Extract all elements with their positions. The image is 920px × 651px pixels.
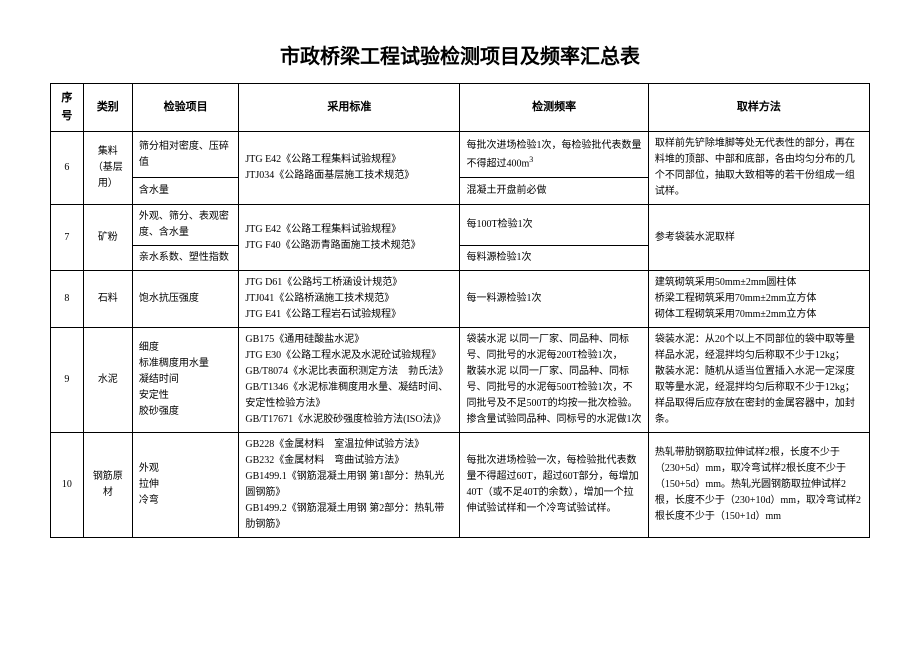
cell-method: 参考袋装水泥取样 [648, 205, 869, 271]
cell-frequency: 每批次进场检验1次，每检验批代表数量不得超过400m3 [460, 132, 648, 178]
header-seq: 序号 [51, 84, 84, 132]
cell-seq: 10 [51, 433, 84, 538]
header-item: 检验项目 [132, 84, 238, 132]
cell-category: 集料（基层用） [83, 132, 132, 205]
table-row: 9 水泥 细度标准稠度用水量凝结时间安定性胶砂强度 GB175《通用硅酸盐水泥》… [51, 328, 870, 433]
table-row: 8 石料 饱水抗压强度 JTG D61《公路圬工桥涵设计规范》JTJ041《公路… [51, 271, 870, 328]
cell-method: 取样前先铲除堆脚等处无代表性的部分，再在料堆的顶部、中部和底部，各由均匀分布的几… [648, 132, 869, 205]
cell-seq: 6 [51, 132, 84, 205]
cell-method: 袋装水泥：从20个以上不同部位的袋中取等量样品水泥，经混拌均匀后称取不少于12k… [648, 328, 869, 433]
table-header-row: 序号 类别 检验项目 采用标准 检测频率 取样方法 [51, 84, 870, 132]
cell-category: 石料 [83, 271, 132, 328]
header-frequency: 检测频率 [460, 84, 648, 132]
cell-method: 热轧带肋钢筋取拉伸试样2根，长度不少于（230+5d）mm，取冷弯试样2根长度不… [648, 433, 869, 538]
cell-standard: JTG E42《公路工程集料试验规程》JTJ034《公路路面基层施工技术规范》 [239, 132, 460, 205]
cell-item: 细度标准稠度用水量凝结时间安定性胶砂强度 [132, 328, 238, 433]
cell-item: 筛分相对密度、压碎值 [132, 132, 238, 178]
cell-seq: 9 [51, 328, 84, 433]
cell-item: 外观、筛分、表观密度、含水量 [132, 205, 238, 246]
cell-item: 外观拉伸冷弯 [132, 433, 238, 538]
cell-item: 含水量 [132, 178, 238, 205]
cell-frequency: 每料源检验1次 [460, 246, 648, 271]
cell-standard: JTG D61《公路圬工桥涵设计规范》JTJ041《公路桥涵施工技术规范》JTG… [239, 271, 460, 328]
cell-frequency: 每批次进场检验一次，每检验批代表数量不得超过60T，超过60T部分，每增加40T… [460, 433, 648, 538]
table-row: 10 钢筋原材 外观拉伸冷弯 GB228《金属材料 室温拉伸试验方法》GB232… [51, 433, 870, 538]
header-category: 类别 [83, 84, 132, 132]
cell-standard: GB228《金属材料 室温拉伸试验方法》GB232《金属材料 弯曲试验方法》GB… [239, 433, 460, 538]
inspection-table: 序号 类别 检验项目 采用标准 检测频率 取样方法 6 集料（基层用） 筛分相对… [50, 83, 870, 538]
cell-category: 矿粉 [83, 205, 132, 271]
cell-seq: 8 [51, 271, 84, 328]
header-method: 取样方法 [648, 84, 869, 132]
table-row: 7 矿粉 外观、筛分、表观密度、含水量 JTG E42《公路工程集料试验规程》J… [51, 205, 870, 246]
cell-category: 水泥 [83, 328, 132, 433]
cell-frequency: 每一料源检验1次 [460, 271, 648, 328]
page-title: 市政桥梁工程试验检测项目及频率汇总表 [50, 40, 870, 69]
cell-frequency: 袋装水泥 以同一厂家、同品种、同标号、同批号的水泥每200T检验1次，散装水泥 … [460, 328, 648, 433]
cell-frequency: 混凝土开盘前必做 [460, 178, 648, 205]
cell-standard: JTG E42《公路工程集料试验规程》JTG F40《公路沥青路面施工技术规范》 [239, 205, 460, 271]
cell-method: 建筑砌筑采用50mm±2mm圆柱体桥梁工程砌筑采用70mm±2mm立方体砌体工程… [648, 271, 869, 328]
cell-item: 亲水系数、塑性指数 [132, 246, 238, 271]
cell-frequency: 每100T检验1次 [460, 205, 648, 246]
table-row: 6 集料（基层用） 筛分相对密度、压碎值 JTG E42《公路工程集料试验规程》… [51, 132, 870, 178]
cell-category: 钢筋原材 [83, 433, 132, 538]
header-standard: 采用标准 [239, 84, 460, 132]
cell-seq: 7 [51, 205, 84, 271]
cell-item: 饱水抗压强度 [132, 271, 238, 328]
cell-standard: GB175《通用硅酸盐水泥》JTG E30《公路工程水泥及水泥砼试验规程》GB/… [239, 328, 460, 433]
